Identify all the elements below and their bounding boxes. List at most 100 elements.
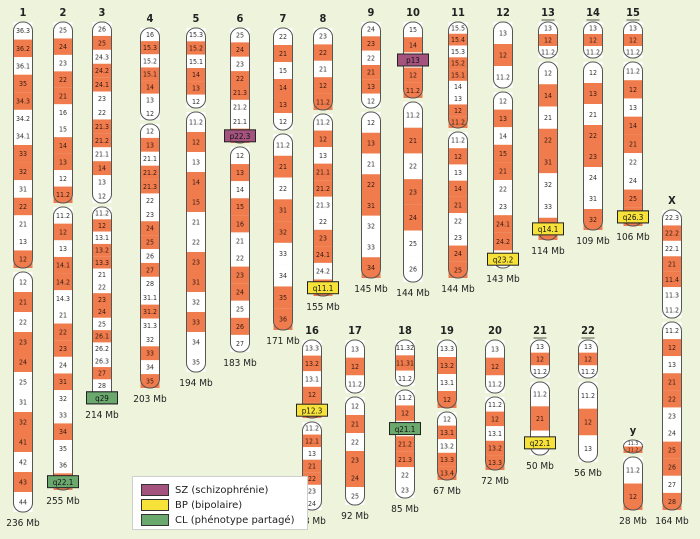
q-arm-outline [578, 381, 598, 463]
q-arm-outline [345, 396, 365, 506]
band [302, 355, 322, 372]
band-label: 25 [98, 320, 106, 328]
band [92, 354, 112, 368]
p-arm-outline [583, 21, 603, 59]
band-label: 13 [584, 445, 592, 453]
band-label: 23 [59, 60, 67, 68]
band [13, 352, 33, 372]
band [530, 382, 550, 407]
band-label: 21 [308, 462, 316, 470]
band-label: 13 [629, 24, 637, 32]
band [92, 35, 112, 50]
band [437, 466, 457, 480]
band [448, 261, 468, 278]
band [403, 127, 423, 154]
band-label: 11.2 [276, 141, 290, 149]
band-label: 26 [409, 266, 417, 274]
band [92, 219, 112, 232]
band [92, 119, 112, 134]
marker-box [389, 422, 421, 436]
band [313, 213, 333, 230]
band-label: 14.2 [56, 278, 70, 286]
band-label: 21 [668, 378, 676, 386]
band-label: 22 [544, 136, 552, 144]
chromosome-X: X 22.3 22.2 22.1 21 11.4 11.3 11.2 11.2 12 13 21 22 2… [655, 194, 689, 527]
band-label: 14 [146, 84, 154, 92]
band-label: 13.3 [95, 259, 109, 267]
chromosome-size: 155 Mb [306, 302, 340, 313]
band-label: 13 [454, 169, 462, 177]
band-label: 32 [544, 181, 552, 189]
chromosome-size: 92 Mb [341, 511, 369, 522]
band [140, 235, 160, 250]
band [186, 252, 206, 272]
band-label: 11.2 [665, 307, 679, 315]
band [92, 243, 112, 257]
arm-p: 13 12 11.2 [493, 22, 513, 88]
band-label: 34 [59, 428, 67, 436]
band-label: 12 [401, 410, 409, 418]
band-label: 12 [443, 415, 451, 423]
band [186, 41, 206, 55]
band-label: 12 [629, 86, 637, 94]
band-label: 24 [19, 358, 27, 366]
band-label: 12 [499, 97, 507, 105]
band-label: 12 [454, 153, 462, 161]
band [448, 57, 468, 70]
band-label: 21 [319, 65, 327, 73]
band [230, 42, 250, 57]
arm-q: 11.2 12 13 [578, 382, 598, 462]
band-label: 15 [192, 198, 200, 206]
band [361, 132, 381, 154]
band [13, 332, 33, 352]
band [662, 271, 682, 288]
p-arm-outline [361, 21, 381, 109]
band [53, 186, 73, 203]
legend-swatch-bp [141, 499, 169, 511]
band [186, 94, 206, 108]
band [345, 397, 365, 415]
band-label: 22 [351, 438, 359, 446]
arm-p: 25 24 23 22 21 16 15 14 13 12 11.2 [53, 22, 73, 203]
band-label: 12 [443, 396, 451, 404]
band-label: 21 [536, 415, 544, 423]
band-label: 21 [454, 201, 462, 209]
marker-label: p22.3 [230, 132, 251, 141]
marker-label: q11.1 [313, 284, 334, 293]
marker-box [617, 210, 649, 224]
arm-p: 13 12 11.2 [578, 340, 598, 378]
arm-q: 12 13 14 15 16 21 22 23 24 25 26 27 [230, 147, 250, 352]
band-label: 13.2 [440, 362, 454, 370]
band [273, 45, 293, 62]
band-label: 11.2 [406, 111, 420, 119]
band-label: 21 [629, 140, 637, 148]
band-label: 15.2 [189, 44, 203, 52]
band-label: 26.1 [95, 333, 109, 341]
band-label: 35 [192, 358, 200, 366]
band [361, 22, 381, 37]
band [230, 85, 250, 100]
band-label: 24 [629, 177, 637, 185]
band-label: 44 [19, 498, 27, 506]
band-label: 15.1 [143, 70, 157, 78]
band-label: 11.2 [496, 73, 510, 81]
band [53, 120, 73, 138]
chromosome-number: 16 [305, 324, 319, 337]
band [140, 332, 160, 347]
band-label: 12 [192, 98, 200, 106]
band [230, 215, 250, 233]
marker-bp: q14.1 [532, 222, 564, 236]
q-arm-outline [273, 133, 293, 331]
band-label: 33 [192, 318, 200, 326]
band [53, 273, 73, 291]
band-label: 34 [146, 364, 154, 372]
band [140, 67, 160, 81]
band-label: 13 [491, 345, 499, 353]
band [662, 240, 682, 257]
band [230, 147, 250, 165]
band [395, 340, 415, 356]
band-label: 11.3 [665, 291, 679, 299]
p-arm-outline [273, 27, 293, 131]
band-label: 22 [19, 203, 27, 211]
